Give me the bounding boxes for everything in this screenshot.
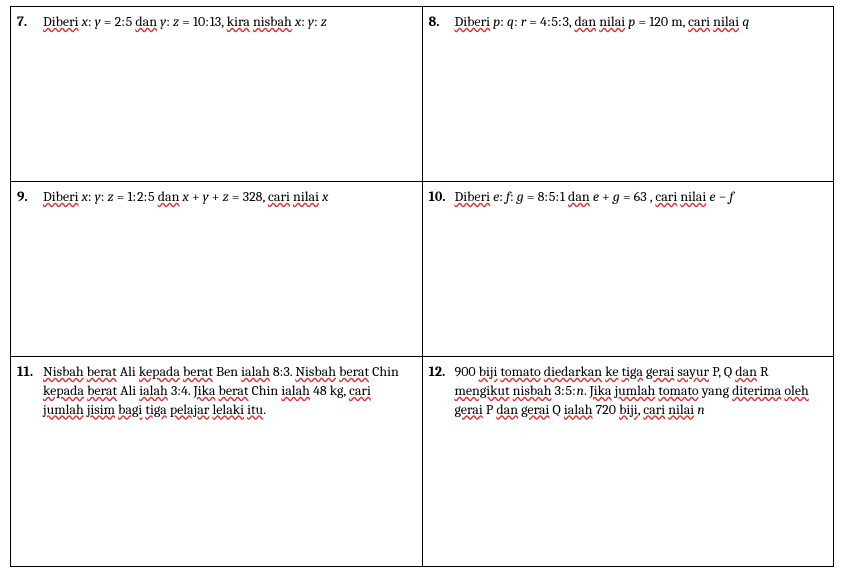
- question-number: 8.: [429, 13, 449, 30]
- question-text: Diberi e: f: g = 8: 5: 1 dan e + g = 63 …: [455, 188, 826, 207]
- question-text: Diberi x: y: z = 1: 2: 5 dan x + y + z =…: [43, 188, 414, 207]
- cell-q8: 8. Diberi p: q: r = 4: 5: 3, dan nilai p…: [422, 7, 834, 182]
- question-number: 10.: [429, 188, 449, 205]
- cell-q12: 12. 900 biji tomato diedarkan ke tiga ge…: [422, 357, 834, 567]
- cell-q7: 7. Diberi x: y = 2: 5 dan y: z = 10: 13,…: [11, 7, 423, 182]
- worksheet-table: 7. Diberi x: y = 2: 5 dan y: z = 10: 13,…: [10, 6, 834, 567]
- question-number: 12.: [429, 363, 449, 380]
- cell-q9: 9. Diberi x: y: z = 1: 2: 5 dan x + y + …: [11, 182, 423, 357]
- cell-q11: 11. Nisbah berat Ali kepada berat Ben ia…: [11, 357, 423, 567]
- cell-q10: 10. Diberi e: f: g = 8: 5: 1 dan e + g =…: [422, 182, 834, 357]
- question-text: Diberi x: y = 2: 5 dan y: z = 10: 13, ki…: [43, 13, 414, 32]
- question-number: 9.: [17, 188, 37, 205]
- question-text: 900 biji tomato diedarkan ke tiga gerai …: [455, 363, 826, 420]
- question-text: Nisbah berat Ali kepada berat Ben ialah …: [43, 363, 414, 420]
- question-number: 7.: [17, 13, 37, 30]
- question-text: Diberi p: q: r = 4: 5: 3, dan nilai p = …: [455, 13, 826, 32]
- question-number: 11.: [17, 363, 37, 380]
